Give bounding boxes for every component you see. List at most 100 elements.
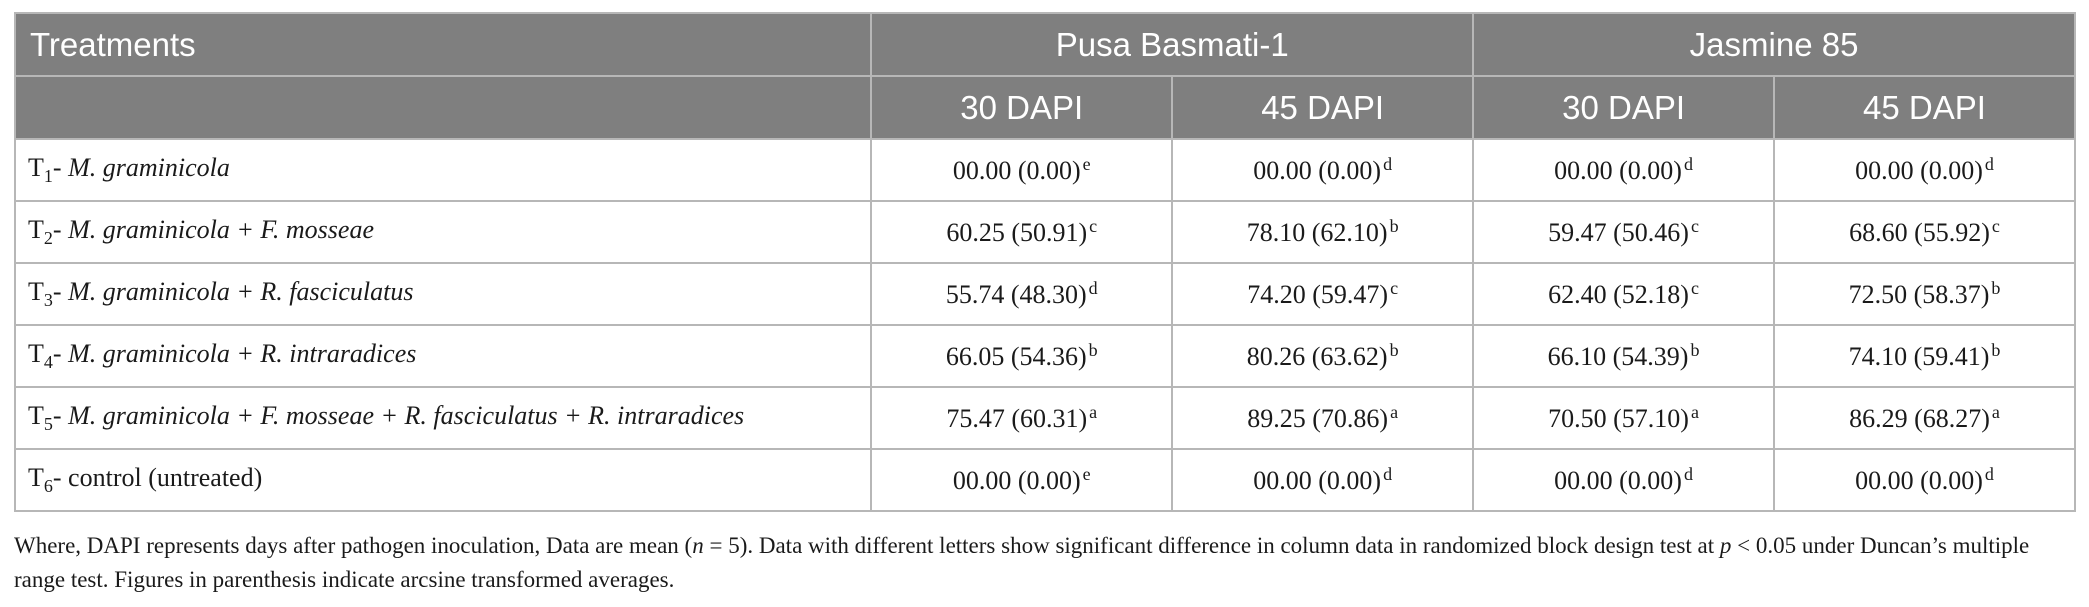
cell-value: 00.00 (0.00) [952, 156, 1081, 185]
subheader-cell: 45 DAPI [1171, 75, 1475, 140]
data-cell: 86.29 (68.27) a [1773, 386, 2076, 450]
treatment-letter: T [28, 339, 44, 368]
treatments-header: Treatments [13, 12, 873, 77]
treatment-cell: T6- control (untreated) [13, 448, 873, 512]
footnote-p-variable: p [1719, 533, 1732, 558]
treatment-letter: T [28, 215, 44, 244]
table-row: T2- M. graminicola + F. mosseae 60.25 (5… [13, 200, 2076, 264]
significance-letter: d [1984, 154, 1994, 174]
cell-value: 55.74 (48.30) [945, 280, 1087, 309]
treatment-letter: T [28, 153, 44, 182]
cell-value: 75.47 (60.31) [946, 404, 1088, 433]
significance-letter: a [1991, 402, 2000, 422]
variety-header-jasmine: Jasmine 85 [1472, 12, 2076, 77]
results-table-container: Treatments Pusa Basmati-1 Jasmine 85 30 … [13, 12, 2076, 512]
cell-value: 70.50 (57.10) [1548, 404, 1689, 433]
treatment-cell: T3- M. graminicola + R. fasciculatus [13, 262, 873, 326]
cell-value: 60.25 (50.91) [946, 218, 1088, 247]
data-cell: 00.00 (0.00) e [870, 448, 1174, 512]
significance-letter: d [1683, 154, 1693, 174]
treatment-species: M. graminicola + F. mosseae + R. fascicu… [68, 401, 745, 430]
significance-letter: a [1390, 402, 1399, 422]
significance-letter: d [1984, 464, 1994, 484]
cell-value: 00.00 (0.00) [1253, 466, 1382, 495]
treatment-separator: - [52, 339, 69, 368]
treatment-number: 2 [43, 228, 53, 248]
cell-value: 86.29 (68.27) [1849, 404, 1990, 433]
table-row: T1- M. graminicola 00.00 (0.00) e 00.00 (… [13, 138, 2076, 202]
significance-letter: e [1082, 154, 1091, 174]
treatment-letter: T [28, 463, 44, 492]
significance-letter: b [1389, 216, 1399, 236]
treatment-separator: - [52, 277, 69, 306]
variety-header-pusa-basmati: Pusa Basmati-1 [870, 12, 1475, 77]
data-cell: 00.00 (0.00) d [1773, 138, 2076, 202]
significance-letter: d [1088, 278, 1098, 298]
significance-letter: c [1690, 216, 1699, 236]
treatment-species: M. graminicola + R. intraradices [68, 339, 417, 368]
treatment-separator: - [52, 153, 69, 182]
cell-value: 66.10 (54.39) [1547, 342, 1689, 371]
treatment-species: M. graminicola + R. fasciculatus [68, 277, 414, 306]
treatment-number: 1 [43, 166, 53, 186]
data-cell: 62.40 (52.18) c [1472, 262, 1776, 326]
data-cell: 80.26 (63.62) b [1171, 324, 1475, 388]
treatment-species: M. graminicola [68, 153, 230, 182]
cell-value: 00.00 (0.00) [1855, 156, 1983, 185]
cell-value: 00.00 (0.00) [1554, 156, 1682, 185]
data-cell: 55.74 (48.30) d [870, 262, 1174, 326]
table-footnote: Where, DAPI represents days after pathog… [14, 529, 2076, 597]
subheader-cell: 30 DAPI [870, 75, 1174, 140]
data-cell: 00.00 (0.00) d [1472, 448, 1776, 512]
cell-value: 80.26 (63.62) [1246, 342, 1388, 371]
cell-value: 00.00 (0.00) [952, 466, 1081, 495]
significance-letter: a [1089, 402, 1098, 422]
subheader-cell: 30 DAPI [1472, 75, 1776, 140]
data-cell: 00.00 (0.00) d [1171, 138, 1475, 202]
treatment-cell: T1- M. graminicola [13, 138, 873, 202]
treatment-separator: - [52, 215, 69, 244]
treatment-number: 6 [43, 476, 53, 496]
cell-value: 89.25 (70.86) [1247, 404, 1389, 433]
table-row: T4- M. graminicola + R. intraradices 66.… [13, 324, 2076, 388]
subheader-cell: 45 DAPI [1773, 75, 2076, 140]
header-row-2: 30 DAPI 45 DAPI 30 DAPI 45 DAPI [13, 75, 2076, 140]
data-cell: 72.50 (58.37) b [1773, 262, 2076, 326]
footnote-part-3: < 0.05 under Duncan’s multiple range tes… [14, 533, 2030, 592]
significance-letter: c [1991, 216, 2000, 236]
treatment-letter: T [28, 401, 44, 430]
significance-letter: b [1991, 340, 2001, 360]
footnote-part-1: Where, DAPI represents days after pathog… [14, 533, 693, 558]
treatment-number: 3 [43, 290, 53, 310]
treatment-letter: T [28, 277, 44, 306]
significance-letter: b [1088, 340, 1098, 360]
table-row: T3- M. graminicola + R. fasciculatus 55.… [13, 262, 2076, 326]
table-row: T5- M. graminicola + F. mosseae + R. fas… [13, 386, 2076, 450]
significance-letter: b [1991, 278, 2001, 298]
results-table: Treatments Pusa Basmati-1 Jasmine 85 30 … [13, 12, 2076, 512]
data-cell: 60.25 (50.91) c [870, 200, 1174, 264]
data-cell: 00.00 (0.00) d [1773, 448, 2076, 512]
data-cell: 00.00 (0.00) d [1472, 138, 1776, 202]
significance-letter: e [1082, 464, 1091, 484]
cell-value: 00.00 (0.00) [1554, 466, 1682, 495]
treatment-cell: T2- M. graminicola + F. mosseae [13, 200, 873, 264]
data-cell: 68.60 (55.92) c [1773, 200, 2076, 264]
treatment-species: M. graminicola + F. mosseae [68, 215, 374, 244]
significance-letter: c [1390, 278, 1399, 298]
cell-value: 74.10 (59.41) [1848, 342, 1990, 371]
significance-letter: d [1383, 154, 1393, 174]
cell-value: 59.47 (50.46) [1548, 218, 1689, 247]
treatment-number: 5 [43, 414, 53, 434]
data-cell: 70.50 (57.10) a [1472, 386, 1776, 450]
data-cell: 00.00 (0.00) d [1171, 448, 1475, 512]
treatment-separator: - [52, 401, 69, 430]
significance-letter: b [1389, 340, 1399, 360]
data-cell: 74.20 (59.47) c [1171, 262, 1475, 326]
blank-header-cell [13, 75, 873, 140]
table-row: T6- control (untreated) 00.00 (0.00) e 00… [13, 448, 2076, 512]
significance-letter: d [1683, 464, 1693, 484]
cell-value: 74.20 (59.47) [1247, 280, 1389, 309]
footnote-n-variable: n [692, 533, 704, 558]
data-cell: 00.00 (0.00) e [870, 138, 1174, 202]
